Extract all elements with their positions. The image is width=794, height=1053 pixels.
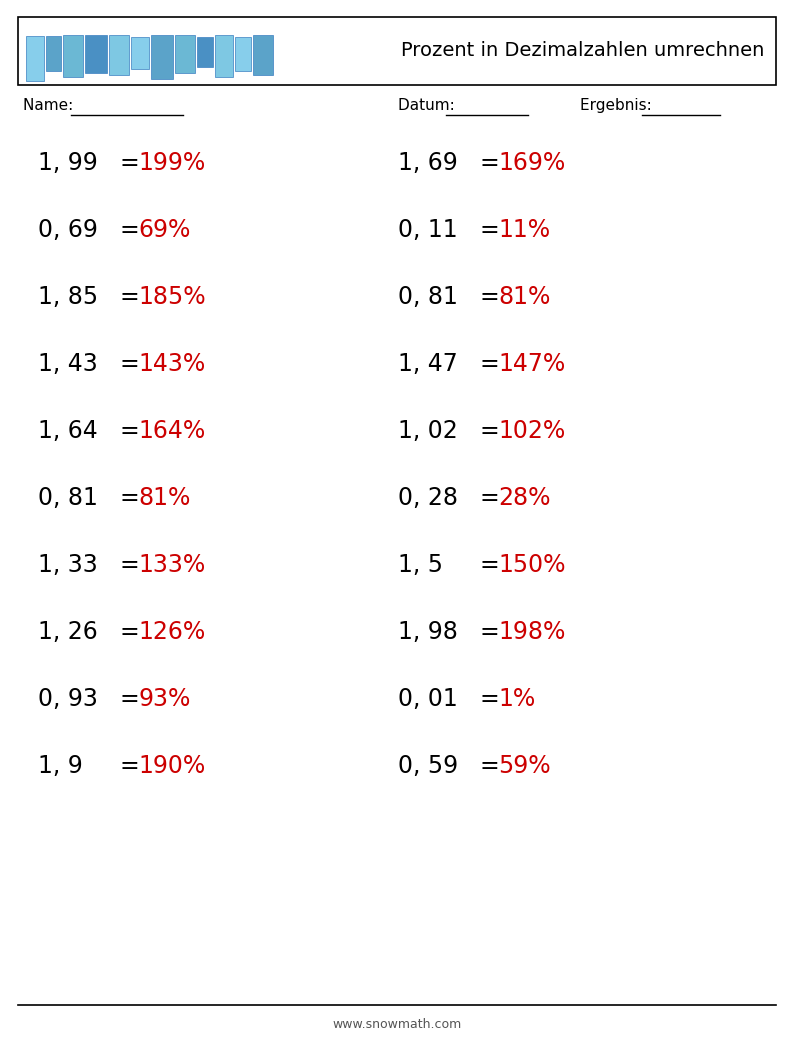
Text: 81%: 81% (138, 486, 191, 510)
Text: 11%: 11% (498, 218, 550, 242)
Text: 1, 85: 1, 85 (38, 285, 98, 309)
Text: 1, 33: 1, 33 (38, 553, 98, 577)
Text: 147%: 147% (498, 352, 565, 376)
Text: =: = (480, 620, 499, 644)
Text: 93%: 93% (138, 687, 191, 711)
Text: 185%: 185% (138, 285, 206, 309)
Text: =: = (120, 352, 140, 376)
Text: 1, 26: 1, 26 (38, 620, 98, 644)
Text: =: = (120, 754, 140, 778)
Text: 1, 5: 1, 5 (398, 553, 443, 577)
Text: 0, 81: 0, 81 (398, 285, 458, 309)
Text: Ergebnis:: Ergebnis: (580, 98, 657, 113)
Text: =: = (480, 553, 499, 577)
Text: 143%: 143% (138, 352, 206, 376)
Text: =: = (120, 620, 140, 644)
Text: 199%: 199% (138, 151, 206, 175)
Bar (85, 35, 107, 73)
Bar (63, 35, 83, 77)
Text: =: = (120, 553, 140, 577)
Text: 190%: 190% (138, 754, 206, 778)
Text: =: = (480, 754, 499, 778)
Text: 102%: 102% (498, 419, 565, 443)
Text: 1, 64: 1, 64 (38, 419, 98, 443)
Text: 133%: 133% (138, 553, 206, 577)
Bar (175, 35, 195, 73)
Text: Datum:: Datum: (398, 98, 460, 113)
Text: =: = (480, 486, 499, 510)
Text: =: = (120, 151, 140, 175)
Bar (131, 37, 149, 69)
Text: 1, 98: 1, 98 (398, 620, 458, 644)
Text: 0, 01: 0, 01 (398, 687, 458, 711)
Text: 1, 02: 1, 02 (398, 419, 458, 443)
Text: =: = (480, 687, 499, 711)
Bar (215, 35, 233, 77)
Text: =: = (480, 285, 499, 309)
Text: 59%: 59% (498, 754, 550, 778)
Bar (109, 35, 129, 75)
Text: 0, 28: 0, 28 (398, 486, 458, 510)
Text: 1, 43: 1, 43 (38, 352, 98, 376)
Text: 0, 11: 0, 11 (398, 218, 457, 242)
Bar (235, 37, 251, 71)
Text: 81%: 81% (498, 285, 550, 309)
Text: 69%: 69% (138, 218, 191, 242)
Text: 126%: 126% (138, 620, 206, 644)
Bar (26, 36, 44, 81)
Text: =: = (120, 419, 140, 443)
Text: 0, 81: 0, 81 (38, 486, 98, 510)
Text: www.snowmath.com: www.snowmath.com (333, 1018, 461, 1032)
Bar (151, 35, 173, 79)
Text: =: = (480, 352, 499, 376)
Text: 198%: 198% (498, 620, 565, 644)
Text: 1, 47: 1, 47 (398, 352, 458, 376)
Text: Prozent in Dezimalzahlen umrechnen: Prozent in Dezimalzahlen umrechnen (401, 41, 764, 60)
Text: 0, 69: 0, 69 (38, 218, 98, 242)
Text: 150%: 150% (498, 553, 565, 577)
Text: =: = (120, 687, 140, 711)
Text: 169%: 169% (498, 151, 565, 175)
Text: =: = (120, 218, 140, 242)
Bar (197, 37, 213, 67)
Bar (46, 36, 61, 71)
Text: =: = (480, 419, 499, 443)
Text: 1, 9: 1, 9 (38, 754, 83, 778)
Text: Name:: Name: (23, 98, 78, 113)
Text: 0, 59: 0, 59 (398, 754, 458, 778)
Text: 1, 69: 1, 69 (398, 151, 458, 175)
Text: 28%: 28% (498, 486, 550, 510)
Text: =: = (480, 218, 499, 242)
Text: 0, 93: 0, 93 (38, 687, 98, 711)
Text: =: = (120, 486, 140, 510)
Bar (253, 35, 273, 75)
Bar (18, 17, 776, 85)
Text: 1, 99: 1, 99 (38, 151, 98, 175)
Text: =: = (480, 151, 499, 175)
Text: =: = (120, 285, 140, 309)
Text: 1%: 1% (498, 687, 535, 711)
Text: 164%: 164% (138, 419, 206, 443)
